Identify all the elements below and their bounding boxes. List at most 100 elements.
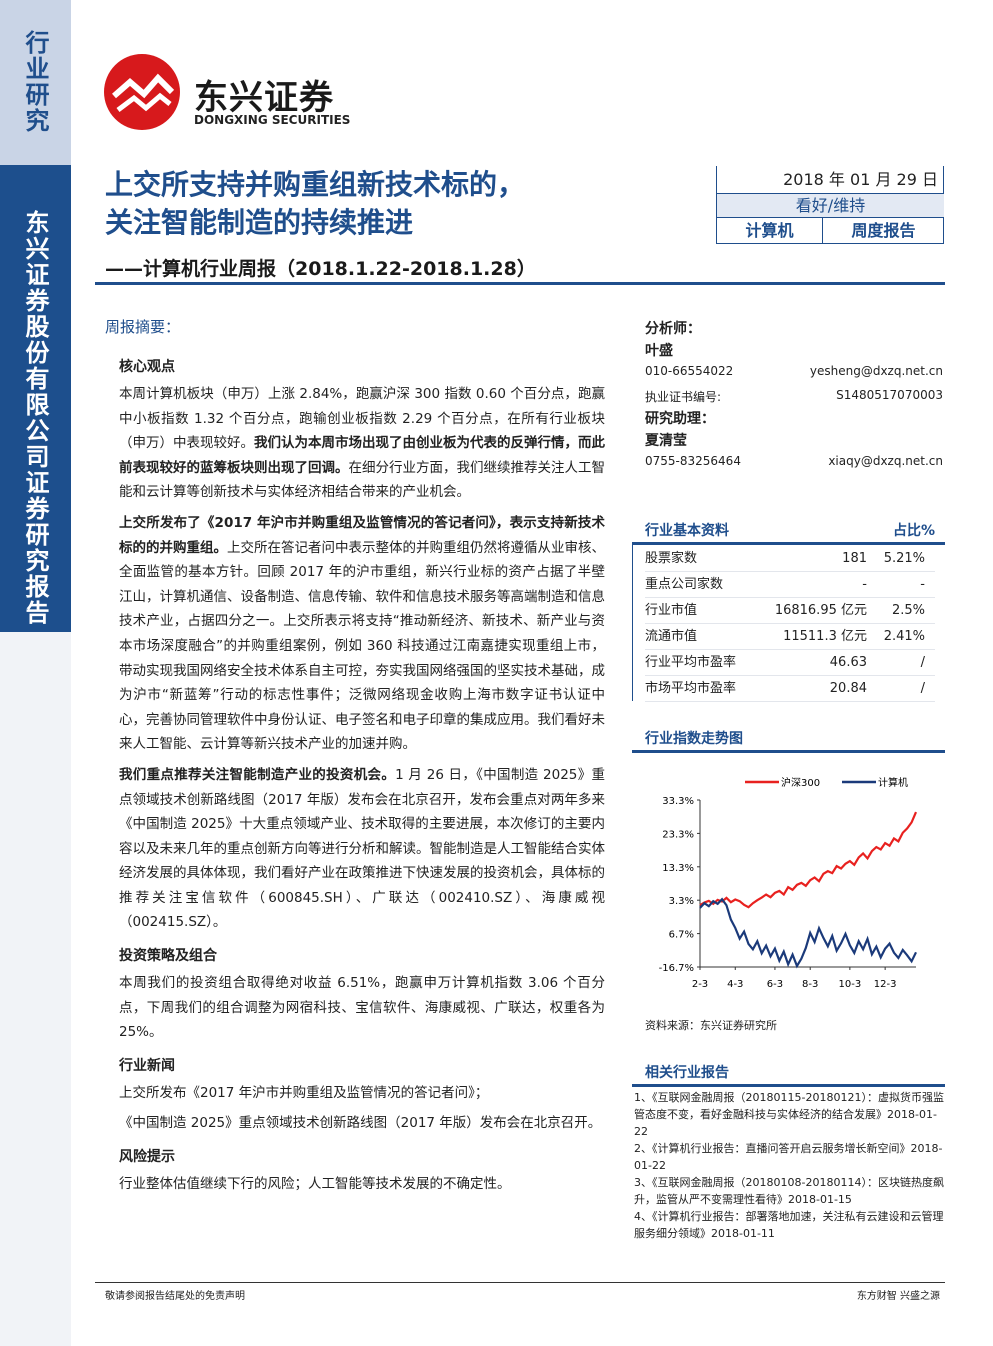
related-item: 3、《互联网金融周报（20180108-20180114）：区块链热度飙升，监管… bbox=[634, 1176, 944, 1206]
text-run: 在细分行业方面，我们继续推荐关注人工智能和云计算等创新技术与实体经济相结合带来的… bbox=[119, 459, 605, 501]
text-run: 本周计算机板块（申万）上涨 2.84%，跑赢沪深 300 指数 0.60 个百分… bbox=[119, 386, 605, 452]
header-rule bbox=[95, 282, 945, 285]
date: 2018 年 01 月 29 日 bbox=[717, 166, 944, 194]
row-value: 11511.3 亿元 bbox=[783, 629, 867, 644]
section-heading: 核心观点 bbox=[119, 359, 175, 375]
row-share: 5.21% bbox=[883, 551, 925, 566]
paragraph: 我们重点推荐关注智能制造产业的投资机会。1 月 26 日，《中国制造 2025》… bbox=[119, 763, 605, 935]
analysts: 分析师： 叶盛 010-66554022 yesheng@dxzq.net.cn … bbox=[645, 318, 945, 474]
legend-label: 计算机 bbox=[878, 776, 908, 789]
related-item: 2、《计算机行业报告：直播问答开启云服务增长新空间》2018-01-22 bbox=[634, 1142, 943, 1172]
analyst-label: 分析师： bbox=[645, 321, 701, 337]
table-row: 行业市值 16816.95 亿元 2.5% bbox=[645, 598, 935, 624]
footer-right: 东方财智 兴盛之源 bbox=[856, 1291, 940, 1302]
section-heading: 投资策略及组合 bbox=[119, 948, 217, 965]
table-left-rule bbox=[632, 545, 633, 701]
text-run: 上交所在答记者问中表示整体的并购重组仍然将遵循从业审核、全面监管的基本方针。回顾… bbox=[119, 539, 605, 753]
row-label: 重点公司家数 bbox=[645, 577, 724, 592]
x-tick-label: 10-3 bbox=[839, 979, 862, 990]
chart: 33.3% 23.3% 13.3% 3.3% 6.7% -16.7% 2-3 4-3 6-3 8-… bbox=[659, 776, 918, 990]
info-box: 2018 年 01 月 29 日 看好/维持 计算机 周度报告 bbox=[716, 166, 944, 244]
section-heading: 行业新闻 bbox=[119, 1057, 175, 1074]
row-value: 181 bbox=[842, 551, 867, 566]
row-share: - bbox=[920, 577, 925, 592]
paragraph: 本周计算机板块（申万）上涨 2.84%，跑赢沪深 300 指数 0.60 个百分… bbox=[119, 382, 605, 505]
cert-label: 执业证书编号: bbox=[645, 390, 722, 404]
text-run: 我们认为本周市场出现了由创业板为代表的反弹行情，而此前表现较好的蓝筹板块则出现了… bbox=[119, 435, 605, 476]
related-item: 1、《互联网金融周报（20180115-20180121）：虚拟货币强监管态度不… bbox=[634, 1091, 944, 1138]
sidebar-top: 行业研究 bbox=[0, 0, 71, 165]
summary: 核心观点本周计算机板块（申万）上涨 2.84%，跑赢沪深 300 指数 0.60… bbox=[105, 346, 605, 1203]
table-row: 重点公司家数 - - bbox=[645, 572, 935, 598]
row-value: 20.84 bbox=[829, 681, 867, 696]
related-rule bbox=[632, 1084, 945, 1087]
related-title: 相关行业报告 bbox=[645, 1065, 729, 1081]
subtitle: ——计算机行业周报（2018.1.22-2018.1.28） bbox=[105, 258, 536, 280]
cert: S1480517070003 bbox=[836, 388, 943, 402]
y-tick-label: 3.3% bbox=[669, 896, 694, 907]
row-share: 2.5% bbox=[891, 603, 925, 618]
related-list: 1、《互联网金融周报（20180115-20180121）：虚拟货币强监管态度不… bbox=[634, 1089, 944, 1242]
row-value: 16816.95 亿元 bbox=[774, 603, 867, 618]
row-share: / bbox=[920, 681, 925, 696]
title-line: 关注智能制造的持续推进 bbox=[105, 206, 414, 239]
summary-title: 周报摘要： bbox=[105, 318, 181, 336]
y-tick-label: 6.7% bbox=[669, 930, 694, 941]
logo-cn: 东兴证券 bbox=[194, 78, 334, 118]
table-row: 行业平均市盈率 46.63 / bbox=[645, 650, 935, 676]
paragraph: 上交所发布了《2017 年沪市并购重组及监管情况的答记者问》，表示支持新技术标的… bbox=[119, 511, 605, 757]
title-line: 上交所支持并购重组新技术标的， bbox=[105, 168, 526, 201]
text-run: 《中国制造 2025》重点领域技术创新路线图（2017 年版）发布会在北京召开。 bbox=[119, 1115, 602, 1132]
text-run: 行业整体估值继续下行的风险；人工智能等技术发展的不确定性。 bbox=[119, 1176, 511, 1193]
chart-title: 行业指数走势图 bbox=[645, 731, 743, 747]
title: 上交所支持并购重组新技术标的， 关注智能制造的持续推进 bbox=[105, 166, 525, 242]
series-line bbox=[699, 897, 917, 969]
text-run: 我们重点推荐关注智能制造产业的投资机会。 bbox=[119, 766, 396, 783]
table-rule bbox=[632, 542, 945, 545]
email: xiaqy@dxzq.net.cn bbox=[828, 454, 943, 468]
text-run: 上交所发布《2017 年沪市并购重组及监管情况的答记者问》； bbox=[119, 1084, 489, 1101]
y-tick-label: -16.7% bbox=[659, 963, 694, 974]
paragraph: 行业整体估值继续下行的风险；人工智能等技术发展的不确定性。 bbox=[119, 1172, 605, 1197]
analyst: 叶盛 bbox=[645, 343, 673, 359]
table-row: 市场平均市盈率 20.84 / bbox=[645, 676, 935, 702]
logo bbox=[104, 54, 180, 130]
row-value: 46.63 bbox=[829, 655, 867, 670]
text-run: 1 月 26 日，《中国制造 2025》重点领域技术创新路线图（2017 年版）… bbox=[119, 766, 605, 931]
chart-rule bbox=[632, 750, 945, 753]
sidebar-top-text: 行业研究 bbox=[21, 30, 49, 134]
industry: 计算机 bbox=[717, 218, 823, 243]
x-tick-label: 4-3 bbox=[727, 979, 743, 990]
x-tick-label: 6-3 bbox=[767, 979, 783, 990]
text-run: 本周我们的投资组合取得绝对收益 6.51%，跑赢申万计算机指数 3.06 个百分… bbox=[119, 975, 605, 1041]
row-label: 股票家数 bbox=[645, 551, 698, 566]
table-share-header: 占比% bbox=[892, 523, 935, 539]
x-tick-label: 8-3 bbox=[802, 979, 818, 990]
row-value: - bbox=[862, 577, 867, 592]
logo-en: DONGXING SECURITIES bbox=[194, 113, 351, 127]
footer-left: 敬请参阅报告结尾处的免责声明 bbox=[105, 1291, 245, 1302]
table-title: 行业基本资料 bbox=[645, 523, 729, 539]
row-label: 市场平均市盈率 bbox=[645, 681, 737, 696]
y-tick-label: 13.3% bbox=[662, 863, 694, 874]
sidebar-main-text: 东兴证券股份有限公司证券研究报告 bbox=[21, 210, 49, 626]
footer-rule bbox=[95, 1282, 945, 1283]
y-tick-label: 23.3% bbox=[662, 829, 694, 840]
y-tick-label: 33.3% bbox=[662, 796, 694, 807]
row-label: 行业平均市盈率 bbox=[645, 655, 737, 670]
table-row: 股票家数 181 5.21% bbox=[645, 546, 935, 572]
assistant: 夏清莹 bbox=[645, 433, 687, 449]
row-label: 流通市值 bbox=[645, 629, 698, 644]
sidebar-rest bbox=[0, 632, 71, 1346]
phone: 0755-83256464 bbox=[645, 454, 741, 468]
sidebar-main: 东兴证券股份有限公司证券研究报告 bbox=[0, 165, 71, 632]
chart-source: 资料来源：东兴证券研究所 bbox=[645, 1019, 777, 1032]
paragraph: 《中国制造 2025》重点领域技术创新路线图（2017 年版）发布会在北京召开。 bbox=[119, 1111, 605, 1136]
rating: 看好/维持 bbox=[717, 194, 944, 218]
assistant-label: 研究助理： bbox=[645, 411, 715, 427]
related-item: 4、《计算机行业报告：部署落地加速，关注私有云建设和云管理服务细分领域》2018… bbox=[634, 1210, 944, 1240]
legend-label: 沪深300 bbox=[781, 776, 820, 789]
email: yesheng@dxzq.net.cn bbox=[809, 364, 943, 378]
series-line bbox=[699, 811, 918, 909]
